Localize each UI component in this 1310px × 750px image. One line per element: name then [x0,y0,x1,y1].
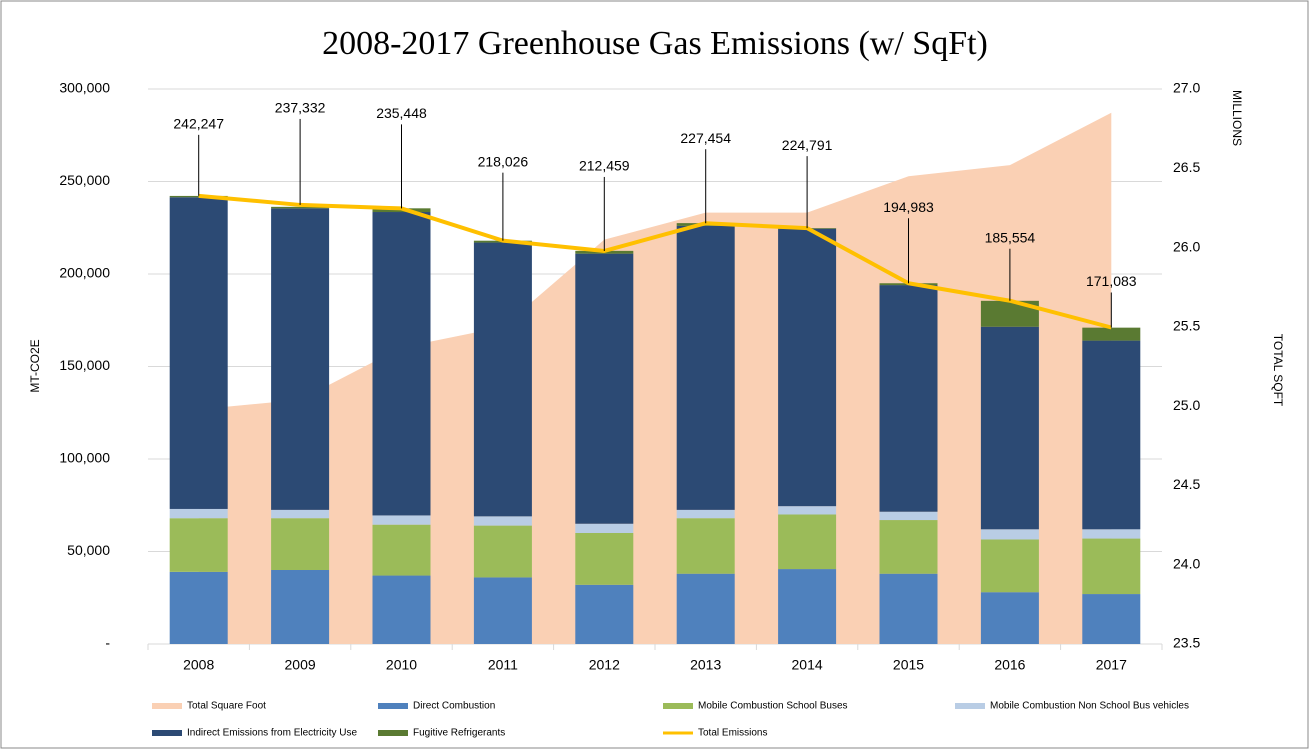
data-label: 185,554 [985,229,1036,245]
x-tick-label: 2012 [589,657,620,673]
data-label: 227,454 [680,130,731,146]
data-label: 237,332 [275,100,326,116]
bar-segment [372,524,431,576]
bar-segment [1082,594,1141,644]
x-tick-label: 2013 [690,657,721,673]
y2-tick-label: 24.0 [1173,555,1200,571]
x-tick-label: 2010 [386,657,417,673]
lines [198,193,1112,330]
x-tick-label: 2017 [1096,657,1127,673]
data-label: 235,448 [376,105,427,121]
y2-tick-label: 27.0 [1173,80,1200,96]
bar-segment [271,206,330,209]
bar-segment [778,506,837,515]
legend-label: Direct Combustion [413,701,495,712]
bar-segment [473,577,532,644]
bar-segment [169,197,228,509]
bar-segment [676,509,735,519]
y-tick-label: 100,000 [59,450,110,466]
y-tick-label: - [105,635,110,651]
data-label: 224,791 [782,137,833,153]
bar-segment [575,533,634,585]
bar-segment [372,575,431,644]
y2-tick-label: 25.5 [1173,318,1200,334]
y-tick-label: 250,000 [59,172,110,188]
y2-tick-label: 23.5 [1173,635,1200,651]
bar-segment [1082,538,1141,595]
x-tick-label: 2015 [893,657,924,673]
bar-segment [575,253,634,524]
x-tick-label: 2009 [285,657,316,673]
bar-segment [575,523,634,533]
legend-label: Indirect Emissions from Electricity Use [187,728,357,739]
bar-segment [271,509,330,519]
legend-swatch [378,730,408,736]
data-label: 218,026 [478,153,529,169]
bar-segment [271,208,330,510]
data-label: 194,983 [883,199,934,215]
y2-tick-label: 24.5 [1173,476,1200,492]
bar-segment [778,228,837,507]
legend-label: Total Emissions [698,728,767,739]
legend-swatch [955,703,985,709]
bar-segment [1082,529,1141,539]
bar-segment [1082,340,1141,530]
legend-swatch [152,703,182,709]
bar-segment [372,212,431,516]
legend-swatch [663,703,693,709]
bar-segment [473,525,532,578]
bar-segment [980,539,1039,593]
bar-segment [1082,327,1141,341]
bar-segment [980,326,1039,530]
bar-segment [372,515,431,525]
bar-segment [980,529,1039,540]
data-label: 242,247 [173,116,224,132]
bar-segment [980,592,1039,644]
legend-swatch [152,730,182,736]
x-tick-label: 2011 [488,657,518,673]
bar-segment [879,511,938,521]
labels: 242,247 237,332 235,448 218,026 212,459 227,4… [173,100,1137,328]
line [198,193,1112,330]
y2-tick-label: 25.0 [1173,397,1200,413]
legend-label: Mobile Combustion Non School Bus vehicle… [990,701,1189,712]
bar-segment [169,518,228,572]
bar-segment [271,518,330,570]
bar-segment [575,584,634,644]
y2-unit-label: MILLIONS [1230,90,1244,146]
y-tick-label: 50,000 [67,542,110,558]
y2-axis-label: TOTAL SQFT [1271,334,1285,407]
legend-label: Fugitive Refrigerants [413,728,505,739]
x-tick-label: 2008 [183,657,214,673]
bar-segment [778,514,837,570]
bar-segment [879,285,938,512]
y-tick-label: 300,000 [59,80,110,96]
bar-segment [676,518,735,574]
y-axis-label: MT-CO2E [28,339,42,392]
bar-segment [473,516,532,526]
bar-segment [169,508,228,519]
bar-segment [169,571,228,644]
y-tick-label: 150,000 [59,357,110,373]
legend-label: Total Square Foot [187,701,266,712]
bar-segment [778,569,837,644]
bar-segment [676,225,735,510]
legend-swatch [378,703,408,709]
y-tick-label: 200,000 [59,265,110,281]
bar-segment [879,520,938,574]
y2-tick-label: 26.5 [1173,159,1200,175]
bar-segment [473,242,532,517]
y2-tick-label: 26.0 [1173,238,1200,254]
bar-segment [676,573,735,644]
bar-segment [879,573,938,644]
chart-title: 2008-2017 Greenhouse Gas Emissions (w/ S… [322,25,988,62]
data-label: 171,083 [1086,273,1137,289]
data-label: 212,459 [579,158,630,174]
x-tick-label: 2016 [994,657,1025,673]
bar-segment [271,570,330,644]
legend-label: Mobile Combustion School Buses [698,701,848,712]
x-tick-label: 2014 [792,657,823,673]
